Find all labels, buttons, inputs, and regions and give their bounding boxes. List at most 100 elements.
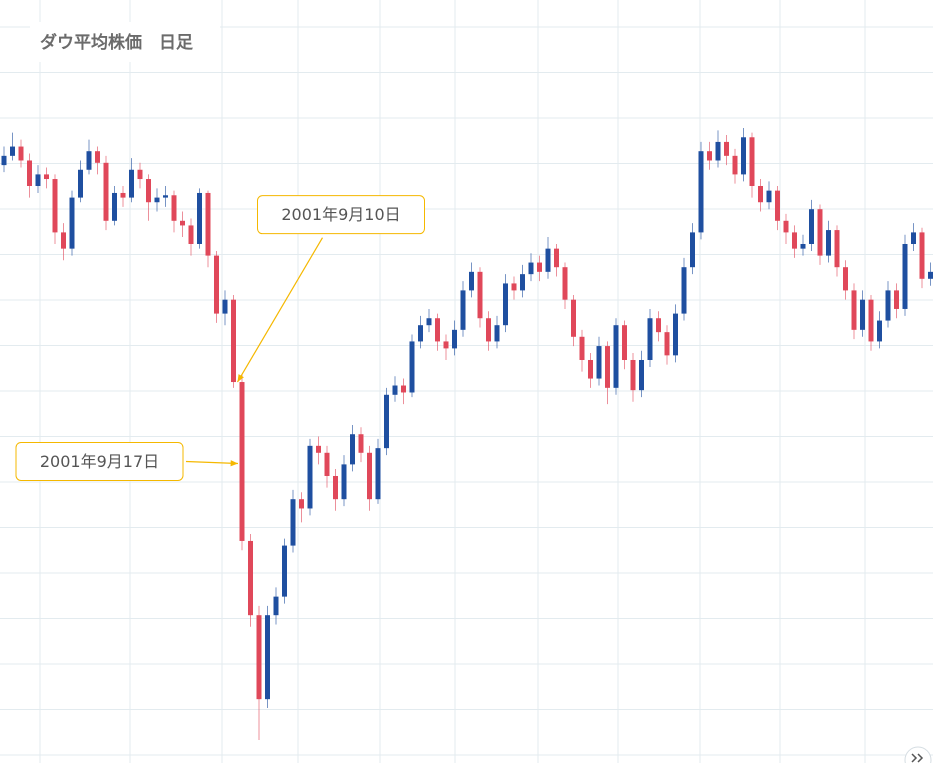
candle-body	[69, 197, 75, 249]
candle-body	[273, 596, 279, 616]
candle-body	[401, 385, 406, 393]
candle-body	[299, 499, 304, 509]
candle-body	[741, 137, 746, 175]
candle-body	[613, 325, 619, 388]
candle-body	[265, 615, 270, 700]
candles	[1, 128, 933, 740]
candle-body	[792, 232, 797, 249]
scroll-button-icon[interactable]	[911, 753, 924, 763]
candle-body	[843, 267, 848, 291]
callout-label: 2001年9月17日	[40, 452, 159, 471]
candle-body	[307, 445, 313, 509]
callout-label: 2001年9月10日	[281, 205, 400, 224]
candle-body	[78, 169, 83, 198]
scroll-button[interactable]	[904, 746, 932, 763]
candle-body	[86, 151, 92, 170]
candle-body	[324, 452, 330, 476]
candle-body	[877, 320, 882, 342]
candle-body	[656, 318, 661, 333]
candle-body	[333, 475, 338, 500]
candle-body	[290, 499, 296, 546]
candle-body	[690, 232, 695, 268]
chart-title: ダウ平均株価 日足	[40, 32, 193, 53]
candle-body	[205, 192, 211, 256]
candle-body	[486, 318, 491, 342]
candle-body	[724, 141, 729, 156]
candle-body	[834, 230, 840, 268]
candle-body	[137, 169, 143, 180]
candle-body	[154, 197, 160, 203]
candle-body	[494, 325, 500, 342]
candle-body	[1, 155, 7, 166]
candle-body	[800, 243, 806, 249]
candle-body	[605, 346, 610, 388]
candle-body	[44, 174, 49, 180]
callout-arrow	[185, 460, 239, 465]
candle-body	[409, 341, 415, 393]
candle-body	[477, 271, 483, 319]
candle-body	[35, 174, 41, 186]
candle-body	[188, 225, 194, 244]
candle-body	[622, 325, 627, 360]
candle-body	[639, 359, 644, 391]
candle-body	[214, 255, 219, 314]
candle-body	[469, 271, 474, 291]
candle-body	[562, 267, 568, 300]
candle-body	[681, 267, 687, 314]
candle-body	[911, 232, 916, 244]
candle-body	[103, 162, 109, 221]
callouts: 2001年9月10日 2001年9月17日	[15, 195, 425, 481]
candle-body	[10, 146, 15, 156]
candle-body	[919, 232, 925, 279]
candle-body	[868, 299, 874, 342]
candle-body	[392, 385, 398, 395]
candle-body	[460, 290, 466, 330]
candle-body	[766, 190, 772, 203]
callout-arrowhead	[230, 460, 238, 467]
candle-body	[163, 195, 168, 198]
candle-body	[715, 141, 721, 161]
candle-body	[358, 434, 364, 453]
candle-body	[588, 359, 593, 379]
candle-body	[630, 359, 636, 391]
candle-body	[375, 448, 381, 500]
candle-body	[732, 155, 738, 175]
candle-body	[758, 185, 763, 203]
candle-body	[885, 290, 891, 321]
candle-body	[95, 151, 100, 163]
candle-body	[61, 232, 66, 249]
candle-body	[775, 190, 780, 221]
candle-body	[902, 243, 908, 309]
candle-body	[528, 262, 534, 275]
candle-body	[426, 318, 432, 326]
candle-body	[545, 248, 551, 272]
candle-body	[571, 299, 576, 337]
candle-body	[350, 434, 355, 465]
candle-body	[171, 195, 177, 221]
candle-body	[384, 394, 389, 449]
candle-body	[826, 230, 831, 256]
candle-body	[316, 445, 321, 453]
candle-body	[282, 545, 287, 597]
candle-body	[418, 325, 423, 342]
candle-body	[341, 464, 347, 500]
candle-body	[809, 209, 814, 244]
candle-body	[537, 262, 542, 272]
candle-body	[443, 341, 449, 349]
callout-arrow	[236, 237, 324, 383]
title-background	[30, 22, 220, 62]
candle-body	[52, 179, 58, 233]
candle-body	[673, 313, 678, 356]
candle-body	[367, 452, 372, 500]
candle-body	[664, 332, 670, 356]
candle-body	[749, 137, 755, 186]
callout-box	[257, 195, 425, 235]
candle-body	[248, 540, 253, 616]
candle-body	[520, 274, 525, 291]
candle-body	[579, 336, 585, 360]
candle-body	[707, 151, 712, 161]
candle-body	[231, 299, 236, 383]
candle-body	[860, 299, 865, 330]
